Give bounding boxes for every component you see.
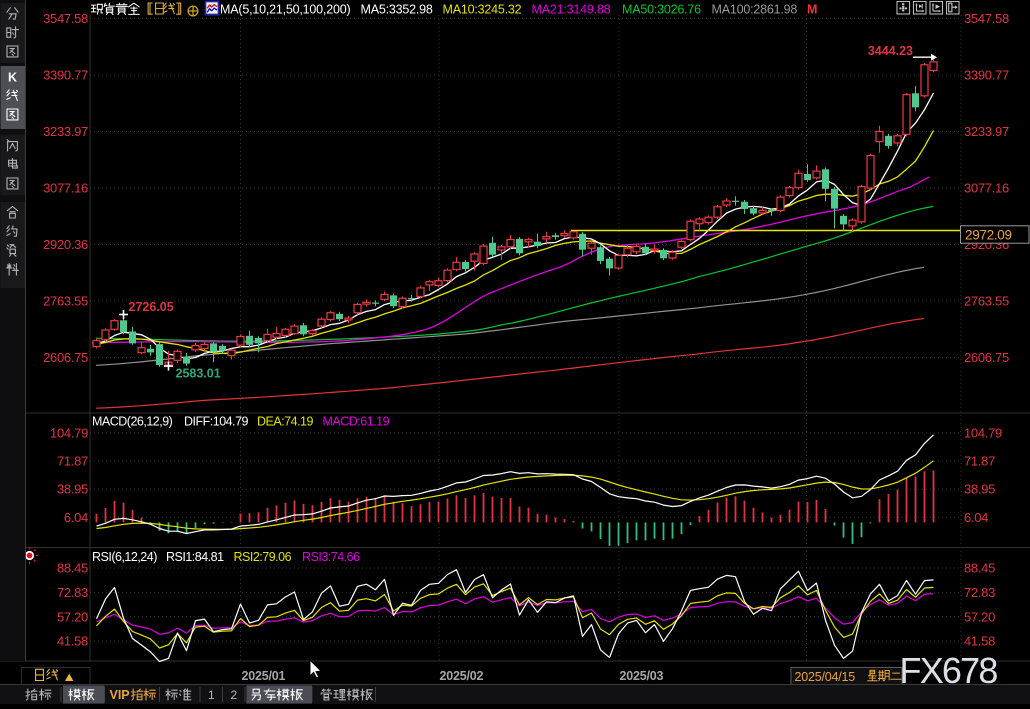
svg-text:88.45: 88.45 (57, 561, 88, 576)
svg-text:MA21:3149.88: MA21:3149.88 (532, 3, 611, 17)
svg-text:104.79: 104.79 (964, 426, 1002, 441)
svg-text:2606.75: 2606.75 (964, 350, 1009, 365)
svg-text:3444.23: 3444.23 (868, 44, 913, 58)
svg-text:2972.09: 2972.09 (965, 227, 1012, 242)
svg-text:2025/01: 2025/01 (242, 669, 286, 683)
svg-text:57.20: 57.20 (964, 609, 995, 624)
svg-text:104.79: 104.79 (50, 426, 88, 441)
svg-text:41.58: 41.58 (964, 634, 995, 649)
svg-text:72.83: 72.83 (57, 585, 88, 600)
svg-text:3077.16: 3077.16 (964, 181, 1009, 196)
svg-text:38.95: 38.95 (57, 482, 88, 497)
svg-text:DEA:74.19: DEA:74.19 (257, 415, 314, 429)
svg-text:3547.58: 3547.58 (964, 11, 1009, 26)
svg-text:3390.77: 3390.77 (964, 68, 1009, 83)
svg-text:MA10:3245.32: MA10:3245.32 (443, 3, 522, 17)
svg-text:MA(5,10,21,50,100,200): MA(5,10,21,50,100,200) (220, 3, 350, 17)
svg-text:72.83: 72.83 (964, 585, 995, 600)
svg-text:3547.58: 3547.58 (43, 11, 88, 26)
svg-text:2726.05: 2726.05 (129, 300, 174, 314)
svg-text:2763.55: 2763.55 (964, 294, 1009, 309)
svg-text:2025/03: 2025/03 (620, 669, 664, 683)
svg-text:MA5:3352.98: MA5:3352.98 (361, 3, 433, 17)
svg-text:RSI2:79.06: RSI2:79.06 (234, 550, 292, 564)
svg-text:71.87: 71.87 (57, 454, 88, 469)
svg-text:88.45: 88.45 (964, 561, 995, 576)
svg-text:3233.97: 3233.97 (43, 124, 88, 139)
svg-text:6.04: 6.04 (964, 510, 988, 525)
svg-text:2606.75: 2606.75 (43, 350, 88, 365)
svg-text:2920.36: 2920.36 (43, 237, 88, 252)
svg-text:MACD(26,12,9): MACD(26,12,9) (92, 415, 173, 429)
svg-text:6.04: 6.04 (64, 510, 88, 525)
svg-text:2025/02: 2025/02 (440, 669, 484, 683)
svg-text:57.20: 57.20 (57, 609, 88, 624)
svg-text:1: 1 (208, 688, 215, 702)
svg-text:DIFF:104.79: DIFF:104.79 (184, 415, 249, 429)
svg-text:71.87: 71.87 (964, 454, 995, 469)
svg-text:41.58: 41.58 (57, 634, 88, 649)
svg-text:VIP: VIP (110, 688, 130, 702)
svg-text:2025/04/15: 2025/04/15 (795, 670, 856, 684)
svg-text:38.95: 38.95 (964, 482, 995, 497)
svg-text:MA100:2861.98: MA100:2861.98 (712, 3, 798, 17)
svg-text:RSI3:74.66: RSI3:74.66 (302, 550, 360, 564)
svg-text:2583.01: 2583.01 (176, 367, 221, 381)
svg-text:3077.16: 3077.16 (43, 181, 88, 196)
svg-text:RSI1:84.81: RSI1:84.81 (166, 550, 224, 564)
svg-text:2763.55: 2763.55 (43, 294, 88, 309)
svg-text:2: 2 (231, 688, 238, 702)
svg-text:K: K (8, 71, 17, 85)
svg-text:3390.77: 3390.77 (43, 68, 88, 83)
svg-text:MACD:61.19: MACD:61.19 (323, 415, 390, 429)
svg-text:MA50:3026.76: MA50:3026.76 (622, 3, 701, 17)
svg-text:3233.97: 3233.97 (964, 124, 1009, 139)
svg-text:RSI(6,12,24): RSI(6,12,24) (92, 550, 157, 564)
svg-text:M: M (807, 3, 817, 17)
